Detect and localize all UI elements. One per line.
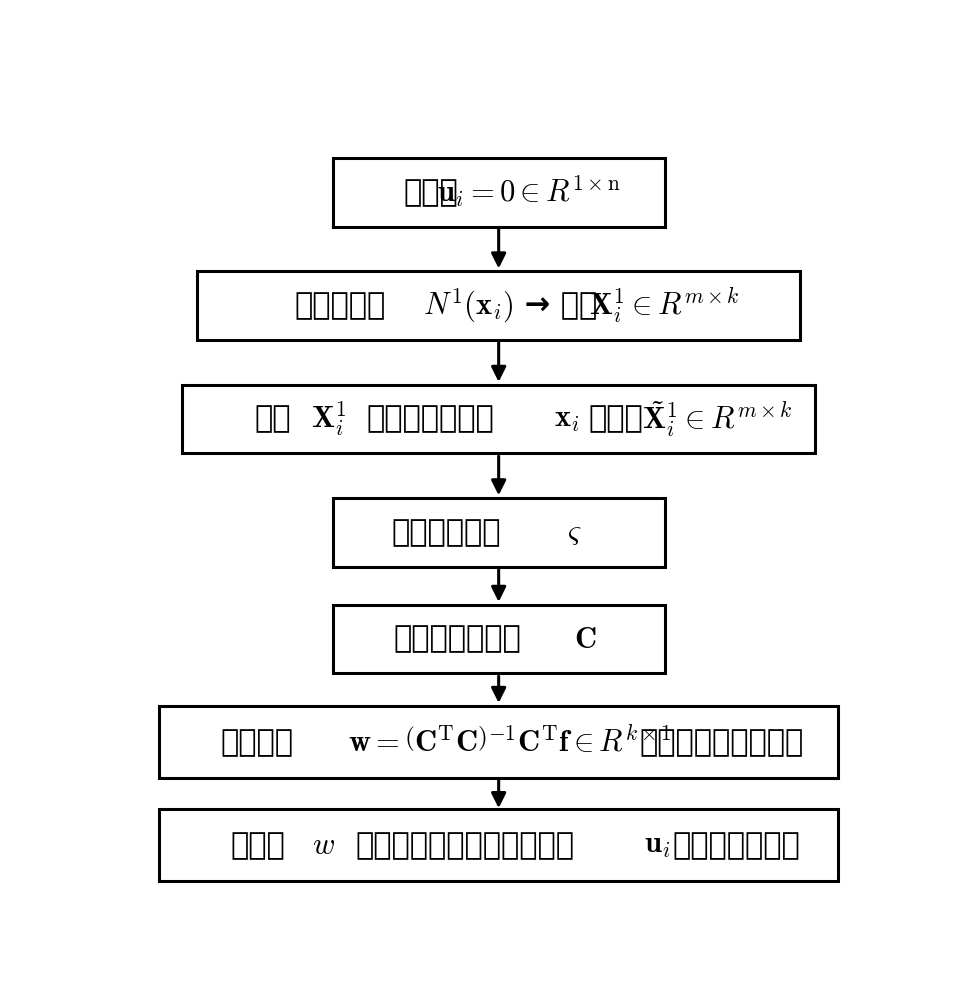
Text: 中的每一列减去: 中的每一列减去 <box>367 405 494 434</box>
Text: 初始化: 初始化 <box>404 178 458 207</box>
Text: ，并进行单位化处理: ，并进行单位化处理 <box>639 728 804 757</box>
Text: 矩阵: 矩阵 <box>254 405 291 434</box>
Text: $\tilde{\mathbf{X}}_i^1 \in R^{m\times k}$: $\tilde{\mathbf{X}}_i^1 \in R^{m\times k… <box>642 399 793 439</box>
FancyBboxPatch shape <box>160 809 838 881</box>
Text: $\mathbf{C}$: $\mathbf{C}$ <box>574 625 596 654</box>
Text: ，得到: ，得到 <box>588 405 643 434</box>
Text: 将向量: 将向量 <box>230 831 285 860</box>
Text: $\mathbf{u}_i$: $\mathbf{u}_i$ <box>644 831 670 860</box>
Text: 中各元素对应赋予系数向量: 中各元素对应赋予系数向量 <box>355 831 574 860</box>
FancyBboxPatch shape <box>182 385 815 453</box>
Text: 计算向量: 计算向量 <box>221 728 294 757</box>
Text: $w$: $w$ <box>312 831 336 860</box>
FancyBboxPatch shape <box>197 271 800 340</box>
Text: $\mathbf{u}_i = \mathbf{0} \in R^{\mathrm{1\times n}}$: $\mathbf{u}_i = \mathbf{0} \in R^{\mathr… <box>437 174 621 210</box>
FancyBboxPatch shape <box>333 605 665 673</box>
Text: 确定中间参数: 确定中间参数 <box>391 518 501 547</box>
FancyBboxPatch shape <box>333 158 665 227</box>
FancyBboxPatch shape <box>160 706 838 778</box>
Text: $\mathbf{X}_i^1$: $\mathbf{X}_i^1$ <box>311 400 346 438</box>
Text: $\mathbf{x}_i$: $\mathbf{x}_i$ <box>554 405 579 434</box>
Text: 计算并更新矩阵: 计算并更新矩阵 <box>393 625 522 654</box>
Text: $\mathbf{w} = \left(\mathbf{C}^{\mathrm{T}}\mathbf{C}\right)^{-1}\mathbf{C}^{\ma: $\mathbf{w} = \left(\mathbf{C}^{\mathrm{… <box>348 726 672 759</box>
Text: 中相对应的元素: 中相对应的元素 <box>672 831 800 860</box>
FancyBboxPatch shape <box>333 498 665 567</box>
Text: $\varsigma$: $\varsigma$ <box>567 518 581 547</box>
Text: → 矩阵: → 矩阵 <box>514 291 596 320</box>
Text: $N^1(\mathbf{x}_i)$: $N^1(\mathbf{x}_i)$ <box>423 286 514 325</box>
Text: $\mathbf{X}_i^1 \in R^{m\times k}$: $\mathbf{X}_i^1 \in R^{m\times k}$ <box>589 286 740 325</box>
Text: 距离近邻集: 距离近邻集 <box>295 291 386 320</box>
